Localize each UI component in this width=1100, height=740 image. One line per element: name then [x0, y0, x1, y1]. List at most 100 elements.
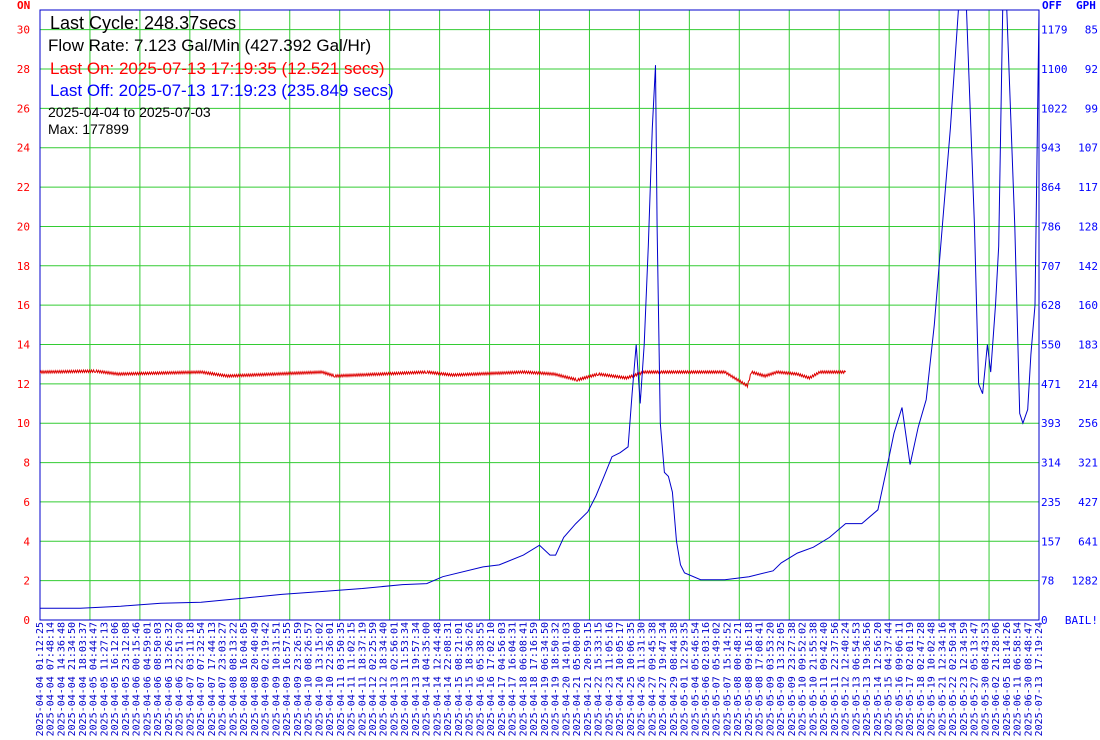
- last-on-text: Last On: 2025-07-13 17:19:35 (12.521 sec…: [50, 59, 385, 78]
- x-tick-label: 2025-05-09 03:53:20: [766, 622, 777, 736]
- x-tick-label: 2025-04-17 16:04:31: [508, 622, 519, 736]
- left-tick-label: 26: [17, 102, 30, 115]
- x-tick-label: 2025-05-09 13:32:05: [776, 622, 787, 736]
- x-tick-label: 2025-05-13 06:54:53: [851, 622, 862, 736]
- x-tick-label: 2025-04-19 06:34:50: [540, 622, 551, 736]
- x-tick-label: 2025-04-16 05:38:55: [475, 622, 486, 736]
- x-tick-label: 2025-04-06 22:51:20: [175, 622, 186, 736]
- x-tick-label: 2025-04-08 16:04:05: [239, 622, 250, 736]
- right-axis-off: 0 78 157 235 314 393 471 550 628 707 786 864 943 1022…: [1041, 24, 1068, 627]
- right-off-tick-label: 157: [1041, 535, 1061, 548]
- x-tick-label: 2025-04-20 14:01:03: [561, 622, 572, 736]
- x-tick-label: 2025-05-13 19:36:56: [862, 622, 873, 736]
- x-tick-label: 2025-04-12 02:25:59: [368, 622, 379, 736]
- x-tick-label: 2025-05-23 12:34:59: [959, 622, 970, 736]
- left-tick-label: 22: [17, 181, 30, 194]
- x-tick-label: 2025-04-26 11:31:30: [637, 622, 648, 736]
- x-tick-label: 2025-04-06 13:26:32: [164, 622, 175, 736]
- x-tick-label: 2025-05-10 21:55:38: [808, 622, 819, 736]
- left-tick-label: 28: [17, 63, 30, 76]
- x-tick-label: 2025-04-18 17:16:59: [529, 622, 540, 736]
- right-gph-tick-label: 214: [1078, 378, 1098, 391]
- x-tick-label: 2025-04-14 22:08:31: [443, 622, 454, 736]
- right-gph-tick-label: 160: [1078, 299, 1098, 312]
- left-tick-label: 18: [17, 260, 30, 273]
- right-gph-tick-label: 128: [1078, 220, 1098, 233]
- x-tick-label: 2025-04-25 10:06:35: [626, 622, 637, 736]
- right-axis-gph: BAIL! 1282 641 427 321 256 214 183 160 142 128 117 1…: [1065, 24, 1098, 627]
- x-tick-label: 2025-06-05 18:14:26: [1002, 622, 1013, 736]
- x-tick-label: 2025-04-14 12:44:48: [433, 622, 444, 736]
- right-gph-tick-label: BAIL!: [1065, 614, 1098, 627]
- x-tick-label: 2025-04-13 02:56:01: [390, 622, 401, 736]
- x-tick-label: 2025-05-09 23:27:38: [787, 622, 798, 736]
- series-line-off: [40, 10, 1039, 609]
- x-tick-label: 2025-05-11 09:42:40: [819, 622, 830, 736]
- x-tick-label: 2025-05-15 04:37:44: [884, 622, 895, 736]
- right-off-tick-label: 393: [1041, 417, 1061, 430]
- last-cycle-text: Last Cycle: 248.37secs: [50, 13, 236, 33]
- right-gph-tick-label: 427: [1078, 496, 1098, 509]
- x-tick-label: 2025-05-12 12:40:24: [841, 622, 852, 736]
- left-tick-label: 6: [23, 496, 30, 509]
- x-tick-label: 2025-04-11 18:37:19: [357, 622, 368, 736]
- series-line-on: [40, 368, 846, 389]
- x-tick-label: 2025-04-05 16:12:06: [110, 622, 121, 736]
- x-tick-label: 2025-05-17 02:01:19: [905, 622, 916, 736]
- x-tick-label: 2025-04-23 11:05:16: [604, 622, 615, 736]
- info-box: Last Cycle: 248.37secs Flow Rate: 7.123 …: [48, 13, 394, 137]
- right-off-tick-label: 78: [1041, 575, 1054, 588]
- x-tick-label: 2025-06-02 21:28:06: [991, 622, 1002, 736]
- x-tick-label: 2025-05-19 10:02:48: [927, 622, 938, 736]
- x-tick-label: 2025-04-04 14:36:48: [57, 622, 68, 736]
- x-tick-label: 2025-04-16 17:02:10: [486, 622, 497, 736]
- x-tick-label: 2025-04-07 07:32:54: [196, 622, 207, 736]
- x-tick-label: 2025-04-27 09:45:38: [647, 622, 658, 736]
- x-tick-label: 2025-06-30 08:48:47: [1023, 622, 1034, 736]
- x-tick-label: 2025-04-27 19:47:34: [658, 622, 669, 736]
- x-tick-label: 2025-04-06 04:59:01: [142, 622, 153, 736]
- right-gph-tick-label: 142: [1078, 260, 1098, 273]
- x-tick-label: 2025-04-10 08:26:57: [304, 622, 315, 736]
- left-tick-label: 24: [17, 142, 31, 155]
- x-tick-label: 2025-04-29 08:44:38: [669, 622, 680, 736]
- right-off-tick-label: 864: [1041, 181, 1061, 194]
- x-tick-label: 2025-05-30 08:43:53: [980, 622, 991, 736]
- x-tick-label: 2025-04-08 08:13:22: [228, 622, 239, 736]
- x-tick-label: 2025-04-09 02:19:42: [261, 622, 272, 736]
- x-tick-label: 2025-04-10 22:36:01: [325, 622, 336, 736]
- x-tick-label: 2025-04-12 18:34:40: [379, 622, 390, 736]
- x-tick-label: 2025-04-04 07:48:14: [46, 622, 57, 736]
- right-off-tick-label: 786: [1041, 220, 1061, 233]
- x-tick-label: 2025-04-17 04:56:03: [497, 622, 508, 736]
- right-off-tick-label: 707: [1041, 260, 1061, 273]
- x-tick-label: 2025-05-14 12:56:20: [873, 622, 884, 736]
- x-tick-label: 2025-05-16 09:06:11: [894, 622, 905, 736]
- right-gph-tick-label: 321: [1078, 457, 1098, 470]
- left-tick-label: 14: [17, 339, 31, 352]
- series-layer: [40, 10, 1039, 609]
- right-off-tick-label: 628: [1041, 299, 1061, 312]
- last-off-text: Last Off: 2025-07-13 17:19:23 (235.849 s…: [50, 81, 394, 100]
- x-tick-label: 2025-05-06 02:03:16: [701, 622, 712, 736]
- left-tick-label: 30: [17, 24, 30, 37]
- left-axis-title: ON: [17, 0, 30, 12]
- x-tick-label: 2025-04-21 20:59:15: [583, 622, 594, 736]
- right-axis-off-title: OFF: [1042, 0, 1062, 12]
- x-tick-label: 2025-05-08 17:08:41: [755, 622, 766, 736]
- x-tick-label: 2025-05-08 00:48:21: [733, 622, 744, 736]
- x-tick-label: 2025-05-22 02:50:34: [948, 622, 959, 736]
- x-tick-label: 2025-04-18 06:08:41: [518, 622, 529, 736]
- x-tick-label: 2025-05-11 22:37:56: [830, 622, 841, 736]
- x-tick-label: 2025-04-24 10:05:17: [615, 622, 626, 736]
- x-tick-label: 2025-05-01 12:29:35: [680, 622, 691, 736]
- left-tick-label: 4: [23, 535, 30, 548]
- plot-frame: [39, 9, 1040, 621]
- x-tick-label: 2025-04-06 08:50:03: [153, 622, 164, 736]
- left-tick-label: 10: [17, 417, 30, 430]
- x-tick-label: 2025-05-27 05:13:47: [970, 622, 981, 736]
- right-axis-gph-title: GPH: [1076, 0, 1096, 12]
- x-tick-label: 2025-05-21 12:34:16: [937, 622, 948, 736]
- x-tick-label: 2025-05-04 05:46:54: [690, 622, 701, 736]
